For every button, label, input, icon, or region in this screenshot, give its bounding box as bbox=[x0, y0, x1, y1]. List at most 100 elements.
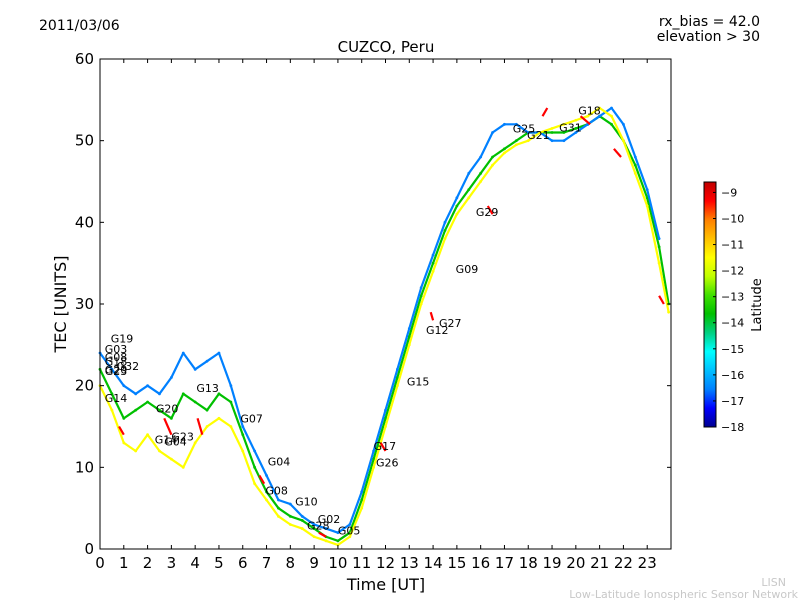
data-point bbox=[146, 400, 149, 404]
data-point bbox=[312, 535, 316, 539]
data-point bbox=[455, 212, 459, 216]
colorbar-tick-label: −17 bbox=[721, 395, 744, 408]
satellite-label: G20 bbox=[105, 363, 128, 376]
data-point bbox=[645, 204, 649, 208]
data-point bbox=[622, 122, 625, 126]
data-point bbox=[181, 465, 185, 469]
x-tick-label: 9 bbox=[309, 554, 319, 572]
satellite-label: G12 bbox=[426, 324, 449, 337]
satellite-label: G08 bbox=[105, 351, 128, 364]
satellite-label: G17 bbox=[374, 440, 397, 453]
x-tick-label: 8 bbox=[286, 554, 296, 572]
data-point bbox=[110, 367, 114, 371]
x-tick-label: 3 bbox=[167, 554, 177, 572]
data-point bbox=[633, 155, 637, 159]
data-point bbox=[193, 367, 197, 371]
plot-frame bbox=[99, 58, 672, 550]
data-point bbox=[288, 514, 292, 518]
satellite-label: G23 bbox=[105, 365, 128, 378]
satellite-label: G18 bbox=[578, 105, 601, 118]
satellite-label: G09 bbox=[456, 263, 479, 276]
y-tick-label: 10 bbox=[75, 458, 94, 476]
x-tick-label: 20 bbox=[566, 554, 585, 572]
data-point bbox=[169, 416, 173, 420]
data-point bbox=[253, 449, 257, 453]
x-tick-label: 1 bbox=[119, 554, 129, 572]
data-point bbox=[253, 482, 257, 486]
series-segment bbox=[541, 107, 549, 117]
y-tick-label: 50 bbox=[75, 132, 94, 150]
data-point bbox=[158, 408, 161, 412]
data-point bbox=[407, 327, 411, 330]
colorbar-tick-label: −10 bbox=[721, 212, 744, 225]
x-tick-label: 10 bbox=[328, 554, 347, 572]
data-point bbox=[514, 122, 518, 126]
data-point bbox=[610, 114, 613, 118]
data-point bbox=[300, 514, 304, 518]
colorbar: −18 −17 −16 −15 −14 −13 −12 −11 −10 −9 bbox=[703, 181, 744, 434]
data-point bbox=[360, 506, 364, 510]
data-point bbox=[384, 416, 387, 420]
data-point bbox=[169, 376, 173, 379]
data-point bbox=[503, 151, 506, 155]
y-tick-label: 30 bbox=[75, 295, 94, 313]
data-point bbox=[372, 457, 376, 461]
data-point bbox=[122, 441, 126, 445]
x-tick-label: 11 bbox=[352, 554, 371, 572]
x-tick-label: 0 bbox=[95, 554, 105, 572]
satellite-label: G23 bbox=[171, 430, 194, 443]
data-point bbox=[514, 143, 518, 147]
x-tick-label: 12 bbox=[376, 554, 395, 572]
data-point bbox=[193, 441, 197, 445]
series-segment bbox=[196, 418, 204, 435]
data-point bbox=[360, 490, 364, 494]
data-point bbox=[443, 229, 447, 232]
satellite-label: G18 bbox=[105, 355, 128, 368]
data-point bbox=[205, 425, 209, 428]
data-point bbox=[657, 237, 661, 241]
x-tick-label: 4 bbox=[190, 554, 200, 572]
satellite-label: G14 bbox=[155, 434, 178, 447]
series-segment bbox=[613, 148, 622, 158]
data-point bbox=[300, 519, 304, 522]
data-point bbox=[229, 384, 233, 388]
satellite-label: G04 bbox=[268, 456, 291, 469]
data-point bbox=[574, 127, 578, 130]
colorbar-tick-label: −16 bbox=[721, 369, 744, 382]
colorbar-tick-label: −9 bbox=[721, 186, 737, 199]
data-point bbox=[384, 408, 387, 412]
series-line-1 bbox=[99, 106, 661, 534]
data-point bbox=[479, 180, 483, 183]
data-point bbox=[241, 449, 245, 453]
data-point bbox=[419, 286, 423, 290]
y-tick-label: 0 bbox=[84, 540, 94, 558]
data-point bbox=[550, 131, 554, 134]
data-point bbox=[122, 416, 126, 420]
data-point bbox=[657, 261, 661, 265]
data-point bbox=[146, 433, 149, 437]
satellite-label: G25 bbox=[513, 123, 536, 136]
axis-ticks: 0 1 2 3 4 5 6 7 8 9 10 11 12 13 14 15 16 17 18 19 20 21 22 2301… bbox=[75, 50, 671, 572]
data-point bbox=[348, 523, 352, 526]
data-point bbox=[526, 131, 530, 134]
data-point bbox=[574, 118, 578, 122]
data-point bbox=[169, 457, 173, 461]
satellite-label: G29 bbox=[476, 206, 499, 219]
data-point bbox=[134, 408, 138, 412]
data-point bbox=[407, 335, 411, 339]
colorbar-tick-label: −15 bbox=[721, 343, 744, 356]
data-point bbox=[181, 351, 185, 355]
x-tick-label: 5 bbox=[214, 554, 224, 572]
y-axis-label: TEC [UNITS] bbox=[51, 256, 70, 354]
data-point bbox=[455, 196, 459, 200]
data-point bbox=[110, 392, 114, 396]
data-point bbox=[574, 131, 578, 134]
data-point bbox=[467, 171, 471, 175]
data-point bbox=[277, 498, 280, 502]
series-segment bbox=[429, 311, 435, 321]
colorbar-gradient bbox=[703, 181, 717, 428]
data-point bbox=[253, 465, 257, 469]
data-point bbox=[419, 302, 423, 306]
rx-bias-label: rx_bias = 42.0 bbox=[658, 14, 760, 30]
data-point bbox=[610, 106, 613, 110]
